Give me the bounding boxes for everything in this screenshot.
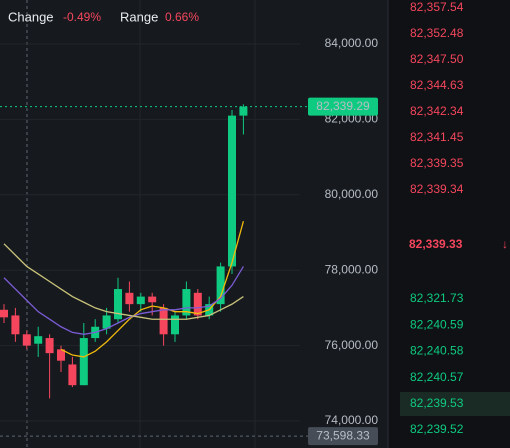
candle-body xyxy=(239,106,248,116)
ask-price: 82,352.48 xyxy=(410,26,464,40)
bid-price: 82,321.73 xyxy=(410,291,464,305)
bid-price: 82,239.52 xyxy=(410,422,464,436)
bid-highlight xyxy=(400,392,510,416)
candle-body xyxy=(22,334,31,346)
y-tick-label: 78,000.00 xyxy=(325,262,379,276)
candle-body xyxy=(114,289,122,320)
last-price-tag xyxy=(308,97,378,116)
candle-body xyxy=(159,307,168,335)
mid-price: 82,339.33 xyxy=(409,237,463,251)
ask-price: 82,339.34 xyxy=(410,182,464,196)
y-tick-label: 76,000.00 xyxy=(325,338,379,352)
candle-body xyxy=(0,309,8,318)
candle-body xyxy=(79,338,88,386)
ask-price: 82,357.54 xyxy=(410,0,464,14)
bid-price: 82,240.58 xyxy=(410,344,464,358)
ask-price: 82,344.63 xyxy=(410,78,464,92)
y-tick-label: 80,000.00 xyxy=(325,187,379,201)
candle-body xyxy=(193,292,202,316)
y-tick-label: 74,000.00 xyxy=(325,413,379,427)
crosshair-tag xyxy=(308,427,378,446)
bid-price: 82,239.53 xyxy=(410,396,464,410)
bid-price: 82,240.57 xyxy=(410,370,464,384)
range-value: 0.66% xyxy=(165,10,199,24)
ask-price: 82,339.35 xyxy=(410,156,464,170)
candle-body xyxy=(136,296,145,305)
candle-body xyxy=(216,266,225,305)
crosshair-label: 73,598.33 xyxy=(316,428,370,442)
candle-body xyxy=(102,315,111,329)
chart-background xyxy=(0,0,388,448)
bid-price: 82,240.59 xyxy=(410,317,464,331)
candle-body xyxy=(125,292,134,305)
ask-price: 82,347.50 xyxy=(410,52,464,66)
moving-average xyxy=(3,266,244,335)
change-value: -0.49% xyxy=(63,10,101,24)
change-label: Change xyxy=(8,9,54,24)
candle-body xyxy=(182,289,191,316)
order-book-background xyxy=(388,0,510,448)
moving-average xyxy=(3,243,244,320)
candle-body xyxy=(228,115,236,267)
candle-body xyxy=(171,315,179,335)
ask-price: 82,341.45 xyxy=(410,130,464,144)
candle-body xyxy=(57,349,65,361)
candle-body xyxy=(45,338,54,354)
candle-body xyxy=(68,364,77,386)
last-price-label: 82,339.29 xyxy=(316,99,370,113)
range-label: Range xyxy=(120,9,158,24)
moving-average xyxy=(60,221,245,358)
y-tick-label: 84,000.00 xyxy=(325,36,379,50)
candle-body xyxy=(11,315,20,335)
mid-arrow: ↓ xyxy=(502,237,508,251)
candle-body xyxy=(148,296,157,303)
candle-body xyxy=(34,336,43,344)
ask-price: 82,342.34 xyxy=(410,104,464,118)
